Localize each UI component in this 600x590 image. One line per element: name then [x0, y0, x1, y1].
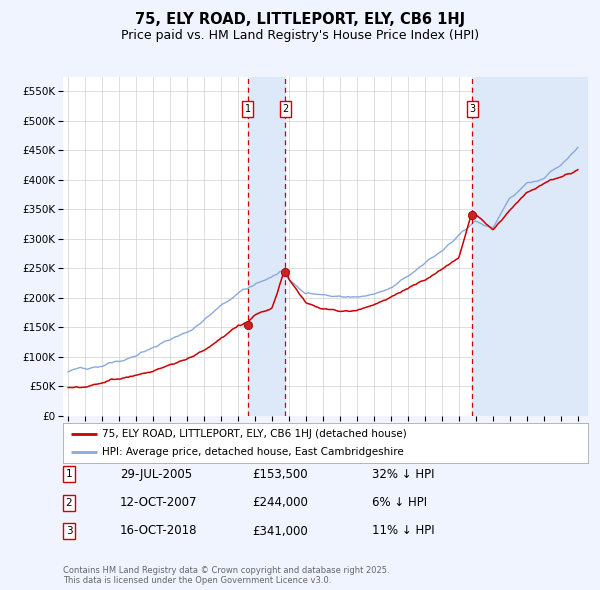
Text: 1: 1: [245, 104, 251, 114]
Text: 1: 1: [65, 470, 73, 479]
Text: 3: 3: [65, 526, 73, 536]
Text: Contains HM Land Registry data © Crown copyright and database right 2025.
This d: Contains HM Land Registry data © Crown c…: [63, 566, 389, 585]
Text: 12-OCT-2007: 12-OCT-2007: [120, 496, 197, 509]
Text: 75, ELY ROAD, LITTLEPORT, ELY, CB6 1HJ (detached house): 75, ELY ROAD, LITTLEPORT, ELY, CB6 1HJ (…: [103, 429, 407, 439]
Bar: [472, 77, 588, 416]
Text: 2: 2: [282, 104, 289, 114]
Text: 32% ↓ HPI: 32% ↓ HPI: [372, 468, 434, 481]
Text: £153,500: £153,500: [252, 468, 308, 481]
Bar: [248, 77, 286, 416]
Text: 3: 3: [469, 104, 475, 114]
Text: 75, ELY ROAD, LITTLEPORT, ELY, CB6 1HJ: 75, ELY ROAD, LITTLEPORT, ELY, CB6 1HJ: [135, 12, 465, 27]
Text: 16-OCT-2018: 16-OCT-2018: [120, 525, 197, 537]
Text: HPI: Average price, detached house, East Cambridgeshire: HPI: Average price, detached house, East…: [103, 447, 404, 457]
Text: 29-JUL-2005: 29-JUL-2005: [120, 468, 192, 481]
Text: Price paid vs. HM Land Registry's House Price Index (HPI): Price paid vs. HM Land Registry's House …: [121, 30, 479, 42]
Text: £244,000: £244,000: [252, 496, 308, 509]
Text: 2: 2: [65, 498, 73, 507]
Text: £341,000: £341,000: [252, 525, 308, 537]
Text: 6% ↓ HPI: 6% ↓ HPI: [372, 496, 427, 509]
Text: 11% ↓ HPI: 11% ↓ HPI: [372, 525, 434, 537]
